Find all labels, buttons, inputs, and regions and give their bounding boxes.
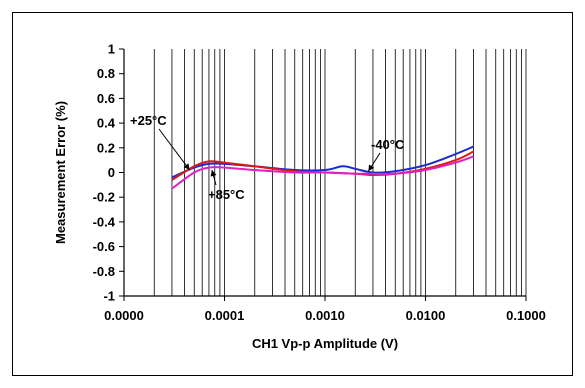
- x-tick-label: 0.0010: [305, 308, 345, 323]
- series-lines: [171, 145, 474, 190]
- chart-svg: -1 -0.8 -0.6 -0.4 -0.2 0 0.2 0.4 0.6 0.8 1 0.0000 0.…: [53, 42, 546, 352]
- y-tick-label: 0.6: [97, 91, 115, 106]
- annotation-25C: +25°C: [130, 113, 191, 171]
- series-line-25C: [171, 150, 474, 181]
- annotation-arrowhead: [210, 170, 217, 177]
- y-tick-label: 0.4: [97, 116, 116, 131]
- y-tick-label: 1: [108, 42, 115, 57]
- x-tick-label: 0.0000: [104, 308, 144, 323]
- annotation-arrowhead: [183, 163, 190, 170]
- annotations: +25°C +85°C -40°C: [130, 113, 405, 202]
- y-tick-label: -0.6: [93, 239, 115, 254]
- annotation-label: +25°C: [130, 113, 167, 128]
- annotation-85C: +85°C: [208, 169, 245, 202]
- y-tick-label: 0.8: [97, 66, 115, 81]
- annotation-arrow: [158, 128, 191, 171]
- annotation-40C: -40°C: [367, 137, 405, 172]
- chart-frame: -1 -0.8 -0.6 -0.4 -0.2 0 0.2 0.4 0.6 0.8 1 0.0000 0.…: [12, 12, 573, 376]
- axes: [119, 48, 527, 301]
- y-tick-label: -0.8: [93, 264, 115, 279]
- x-tick-label: 0.0001: [205, 308, 245, 323]
- annotation-label: -40°C: [371, 137, 405, 152]
- y-tick-label: 0.2: [97, 140, 115, 155]
- y-tick-label: 0: [108, 165, 115, 180]
- x-tick-label: 0.0100: [406, 308, 446, 323]
- annotation-label: +85°C: [208, 187, 245, 202]
- y-tick-label: -0.4: [93, 214, 116, 229]
- x-tick-label: 0.1000: [506, 308, 546, 323]
- y-tick-label: -0.2: [93, 190, 115, 205]
- series-line-85C: [171, 155, 474, 190]
- tick-labels: -1 -0.8 -0.6 -0.4 -0.2 0 0.2 0.4 0.6 0.8 1 0.0000 0.…: [93, 42, 546, 324]
- x-axis-label: CH1 Vp-p Amplitude (V): [252, 336, 398, 351]
- annotation-arrowhead: [368, 164, 375, 172]
- y-axis-label: Measurement Error (%): [53, 101, 68, 244]
- y-tick-label: -1: [103, 289, 115, 304]
- series-line-minus40C: [171, 145, 474, 179]
